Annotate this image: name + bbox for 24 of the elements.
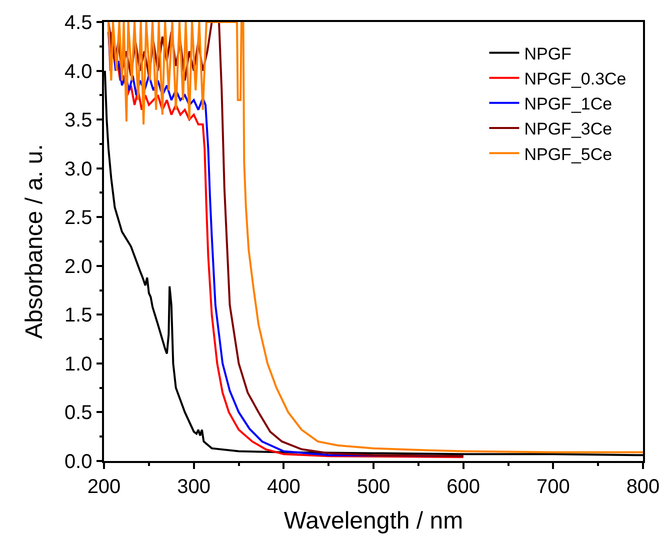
y-axis-title: Absorbance / a. u. — [21, 144, 48, 339]
legend-label: NPGF_1Ce — [524, 94, 612, 114]
y-tick-label: 3.0 — [64, 158, 92, 180]
y-tick-label: 3.5 — [64, 110, 92, 132]
y-tick-label: 0.5 — [64, 402, 92, 424]
legend-label: NPGF_0.3Ce — [524, 69, 626, 88]
y-tick-label: 1.0 — [64, 353, 92, 376]
legend-label: NPGF — [524, 44, 572, 64]
x-tick-label: 200 — [87, 476, 121, 498]
y-tick-label: 4.0 — [64, 60, 92, 83]
y-tick-label: 1.5 — [64, 304, 92, 327]
legend-label: NPGF_5Ce — [524, 144, 612, 164]
x-tick-label: 700 — [536, 476, 570, 498]
y-tick-label: 0.0 — [64, 451, 92, 473]
x-tick-label: 600 — [446, 476, 480, 498]
x-tick-label: 500 — [356, 476, 390, 498]
y-tick-label: 4.5 — [64, 12, 92, 34]
x-axis-title: Wavelength / nm — [284, 508, 464, 535]
x-tick-label: 800 — [626, 476, 660, 498]
x-tick-label: 400 — [266, 476, 300, 498]
y-tick-label: 2.0 — [64, 256, 92, 278]
y-tick-label: 2.5 — [64, 207, 92, 230]
legend-label: NPGF_3Ce — [524, 120, 612, 139]
x-tick-label: 300 — [177, 476, 211, 498]
